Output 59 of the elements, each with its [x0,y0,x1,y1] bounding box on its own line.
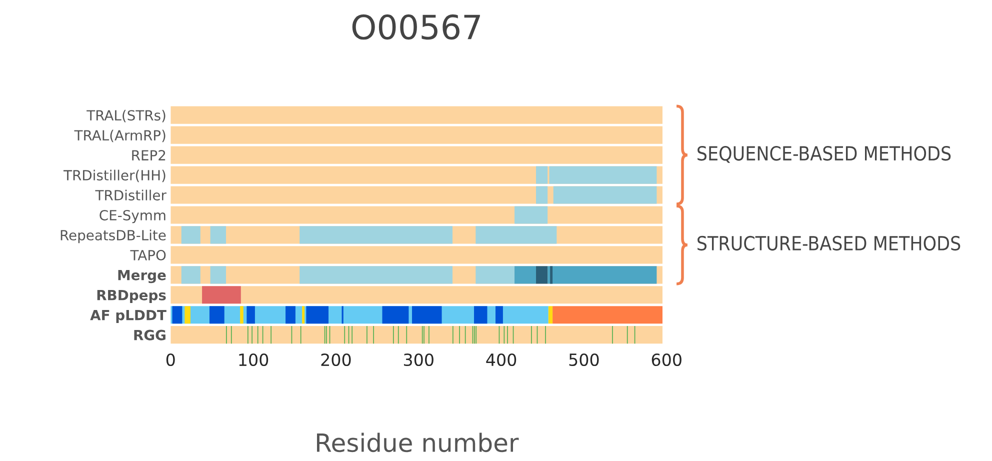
bar [202,286,241,304]
y-tick-label: TRDistiller(HH) [63,170,166,182]
bar [382,306,409,324]
x-tick-label: 300 [404,353,434,366]
bar [170,126,662,144]
y-tick-label: RGG [134,330,166,340]
bar [476,226,557,244]
y-tick-label: TRAL(STRs) [86,110,166,122]
bar [474,306,488,324]
bar [184,306,190,324]
bar [476,266,515,284]
text: STRUCTURE-BASED METHODS [698,236,960,251]
chart-title: O00567 [352,14,480,40]
bar [514,266,536,284]
bar [170,106,662,124]
bar [170,146,662,164]
bar [550,266,553,284]
y-tick-label: RBDpeps [97,290,166,304]
y-tick-label: CE-Symm [100,210,166,224]
x-tick-label: 200 [321,353,351,366]
bar [240,306,244,324]
x-tick-label: 400 [486,353,516,366]
bar [553,186,657,204]
y-tick-label: TRAL(ArmRP) [74,130,166,142]
x-tick-label: 500 [569,353,599,366]
bar [181,226,200,244]
bar [514,206,548,224]
bar [300,266,453,284]
bar [172,306,182,324]
bar [536,266,548,284]
bar [412,306,442,324]
y-tick-label: AF pLDDT [90,310,166,324]
bar [209,306,224,324]
y-tick-label: TRDistiller [95,190,166,200]
bar [181,266,200,284]
bar [302,306,305,324]
bar [496,306,503,324]
x-tick-label: 100 [239,353,268,366]
x-tick-label: 0 [166,353,175,366]
y-tick-label: REP2 [132,150,166,160]
bar [306,306,329,324]
bar [170,246,662,264]
bar [536,186,548,204]
bar [548,306,553,324]
bar [170,206,662,224]
bar [286,306,296,324]
bar [300,226,453,244]
x-axis-title: Residue number [316,432,519,452]
bar [210,266,226,284]
bar [210,226,226,244]
y-tick-label: RepeatsDB-Lite [60,230,166,244]
text: SEQUENCE-BASED METHODS [698,146,951,163]
bar [548,266,657,284]
bar [552,306,662,324]
bar [170,286,662,304]
y-tick-label: Merge [118,270,166,284]
x-tick-label: 600 [652,353,682,366]
y-tick-label: TAPO [130,250,166,260]
bar [246,306,255,324]
